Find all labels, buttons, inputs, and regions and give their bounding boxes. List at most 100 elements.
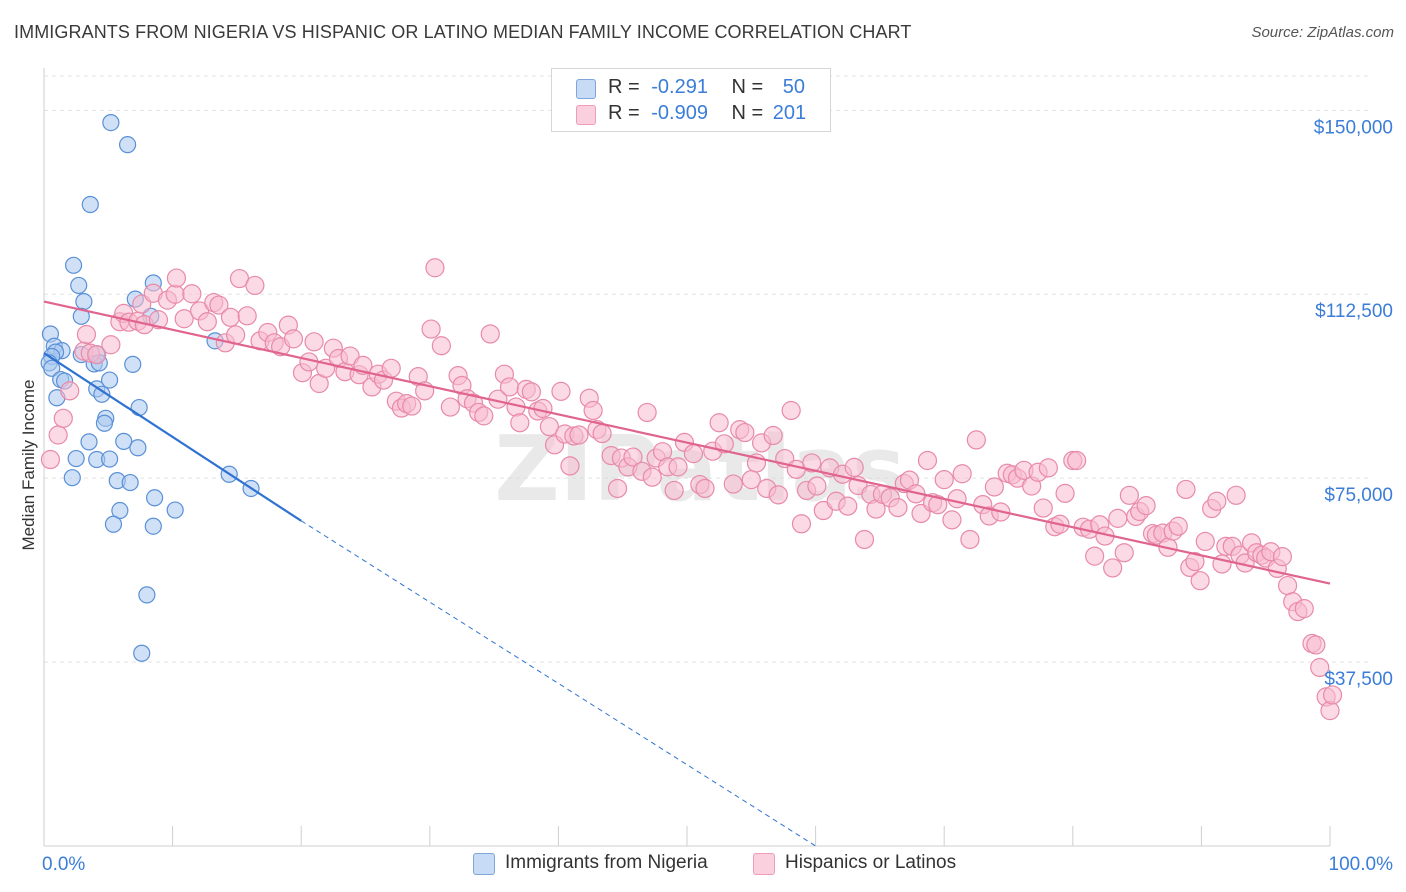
legend-n-label: N = bbox=[731, 102, 764, 124]
nigeria-point bbox=[124, 355, 142, 373]
y-tick-label: $112,500 bbox=[1315, 301, 1393, 322]
hispanic-point bbox=[1168, 516, 1188, 536]
hispanic-point bbox=[182, 284, 202, 304]
hispanic-point bbox=[1136, 496, 1156, 516]
hispanic-point bbox=[763, 425, 783, 446]
hispanic-point bbox=[425, 258, 445, 278]
legend-r-value: -0.909 bbox=[651, 102, 708, 124]
hispanic-point bbox=[87, 344, 107, 365]
hispanic-point bbox=[166, 268, 187, 288]
hispanic-point bbox=[1277, 575, 1298, 596]
hispanic-point bbox=[174, 309, 194, 329]
hispanic-point bbox=[664, 480, 684, 501]
hispanic-point bbox=[569, 425, 589, 445]
legend-n-label: N = bbox=[731, 76, 764, 98]
hispanic-point bbox=[683, 444, 704, 464]
hispanic-point bbox=[1294, 599, 1314, 619]
hispanic-point bbox=[1176, 479, 1196, 500]
nigeria-trend-line bbox=[43, 352, 302, 522]
nigeria-point bbox=[145, 489, 164, 507]
hispanic-trend-line bbox=[43, 300, 1331, 585]
hispanic-point bbox=[1185, 551, 1205, 572]
nigeria-point bbox=[111, 501, 129, 520]
legend-r-label: R = bbox=[608, 102, 640, 124]
nigeria-point bbox=[72, 307, 90, 325]
legend-n-value: 50 bbox=[782, 76, 806, 98]
nigeria-point bbox=[63, 469, 81, 487]
hispanic-point bbox=[1085, 546, 1105, 566]
hispanic-point bbox=[1306, 635, 1326, 655]
hispanic-point bbox=[813, 500, 833, 521]
bottom-legend-swatch-nigeria bbox=[473, 853, 495, 875]
hispanic-point bbox=[1195, 531, 1215, 552]
hispanic-point bbox=[480, 324, 500, 344]
bottom-legend-swatch-hispanic bbox=[753, 853, 775, 875]
hispanic-point bbox=[709, 413, 729, 433]
nigeria-point bbox=[67, 449, 85, 468]
hispanic-point bbox=[768, 485, 788, 505]
nigeria-point bbox=[129, 439, 147, 457]
nigeria-point bbox=[95, 414, 114, 432]
hispanic-point bbox=[1055, 483, 1075, 503]
hispanic-point bbox=[1067, 450, 1087, 471]
hispanic-point bbox=[960, 529, 980, 550]
legend-r-label: R = bbox=[608, 76, 640, 98]
hispanic-point bbox=[510, 413, 530, 433]
nigeria-point bbox=[115, 432, 133, 450]
y-tick-label: $150,000 bbox=[1314, 117, 1393, 138]
hispanic-point bbox=[60, 381, 80, 401]
legend-swatch-nigeria bbox=[576, 79, 596, 99]
nigeria-point bbox=[100, 371, 119, 389]
hispanic-point bbox=[431, 336, 451, 356]
grid-lines bbox=[44, 75, 1368, 663]
hispanic-point bbox=[966, 430, 986, 450]
nigeria-point bbox=[138, 586, 156, 604]
hispanic-point bbox=[1226, 485, 1246, 505]
hispanic-point bbox=[165, 284, 185, 304]
hispanic-point bbox=[551, 381, 571, 401]
hispanic-point bbox=[592, 423, 612, 444]
bottom-legend-label-nigeria: Immigrants from Nigeria bbox=[505, 852, 708, 873]
hispanic-point bbox=[844, 457, 864, 477]
hispanic-point bbox=[791, 514, 812, 534]
legend-r-value: -0.291 bbox=[651, 76, 708, 98]
hispanic-point bbox=[807, 476, 827, 496]
trend-lines bbox=[43, 300, 1331, 847]
hispanic-point bbox=[802, 453, 822, 473]
hispanic-point bbox=[421, 319, 441, 339]
hispanic-point bbox=[40, 449, 61, 470]
hispanic-point bbox=[1033, 498, 1053, 518]
hispanic-point bbox=[854, 529, 875, 550]
nigeria-point bbox=[133, 644, 151, 662]
nigeria-point bbox=[104, 515, 123, 533]
hispanic-point bbox=[1103, 558, 1123, 578]
hispanic-point bbox=[197, 312, 217, 332]
legend-n-value: 201 bbox=[772, 102, 807, 124]
hispanic-point bbox=[1038, 458, 1058, 478]
nigeria-point bbox=[70, 276, 88, 295]
hispanic-point bbox=[237, 306, 257, 326]
hispanic-point bbox=[499, 377, 520, 397]
hispanic-point bbox=[1190, 571, 1210, 591]
hispanic-point bbox=[1322, 685, 1343, 705]
hispanic-point bbox=[101, 335, 121, 355]
nigeria-point bbox=[75, 293, 93, 311]
chart-title: IMMIGRANTS FROM NIGERIA VS HISPANIC OR L… bbox=[14, 22, 912, 42]
hispanic-point bbox=[245, 275, 265, 296]
hispanic-point bbox=[928, 495, 948, 515]
correlation-legend: R = -0.291 N = 50 R = -0.909 N = 201 bbox=[551, 68, 831, 132]
hispanic-point bbox=[220, 307, 241, 327]
hispanic-point bbox=[340, 346, 360, 366]
y-tick-label: $75,000 bbox=[1324, 485, 1393, 506]
hispanic-point bbox=[781, 400, 801, 421]
nigeria-point bbox=[64, 256, 83, 274]
hispanic-point bbox=[668, 457, 688, 477]
hispanic-point bbox=[1207, 491, 1227, 511]
nigeria-point bbox=[102, 113, 120, 132]
nigeria-point bbox=[121, 473, 139, 492]
hispanic-point bbox=[521, 382, 541, 402]
bottom-legend-label-hispanic: Hispanics or Latinos bbox=[785, 852, 957, 873]
nigeria-point bbox=[43, 359, 61, 377]
hispanic-point bbox=[283, 329, 304, 349]
